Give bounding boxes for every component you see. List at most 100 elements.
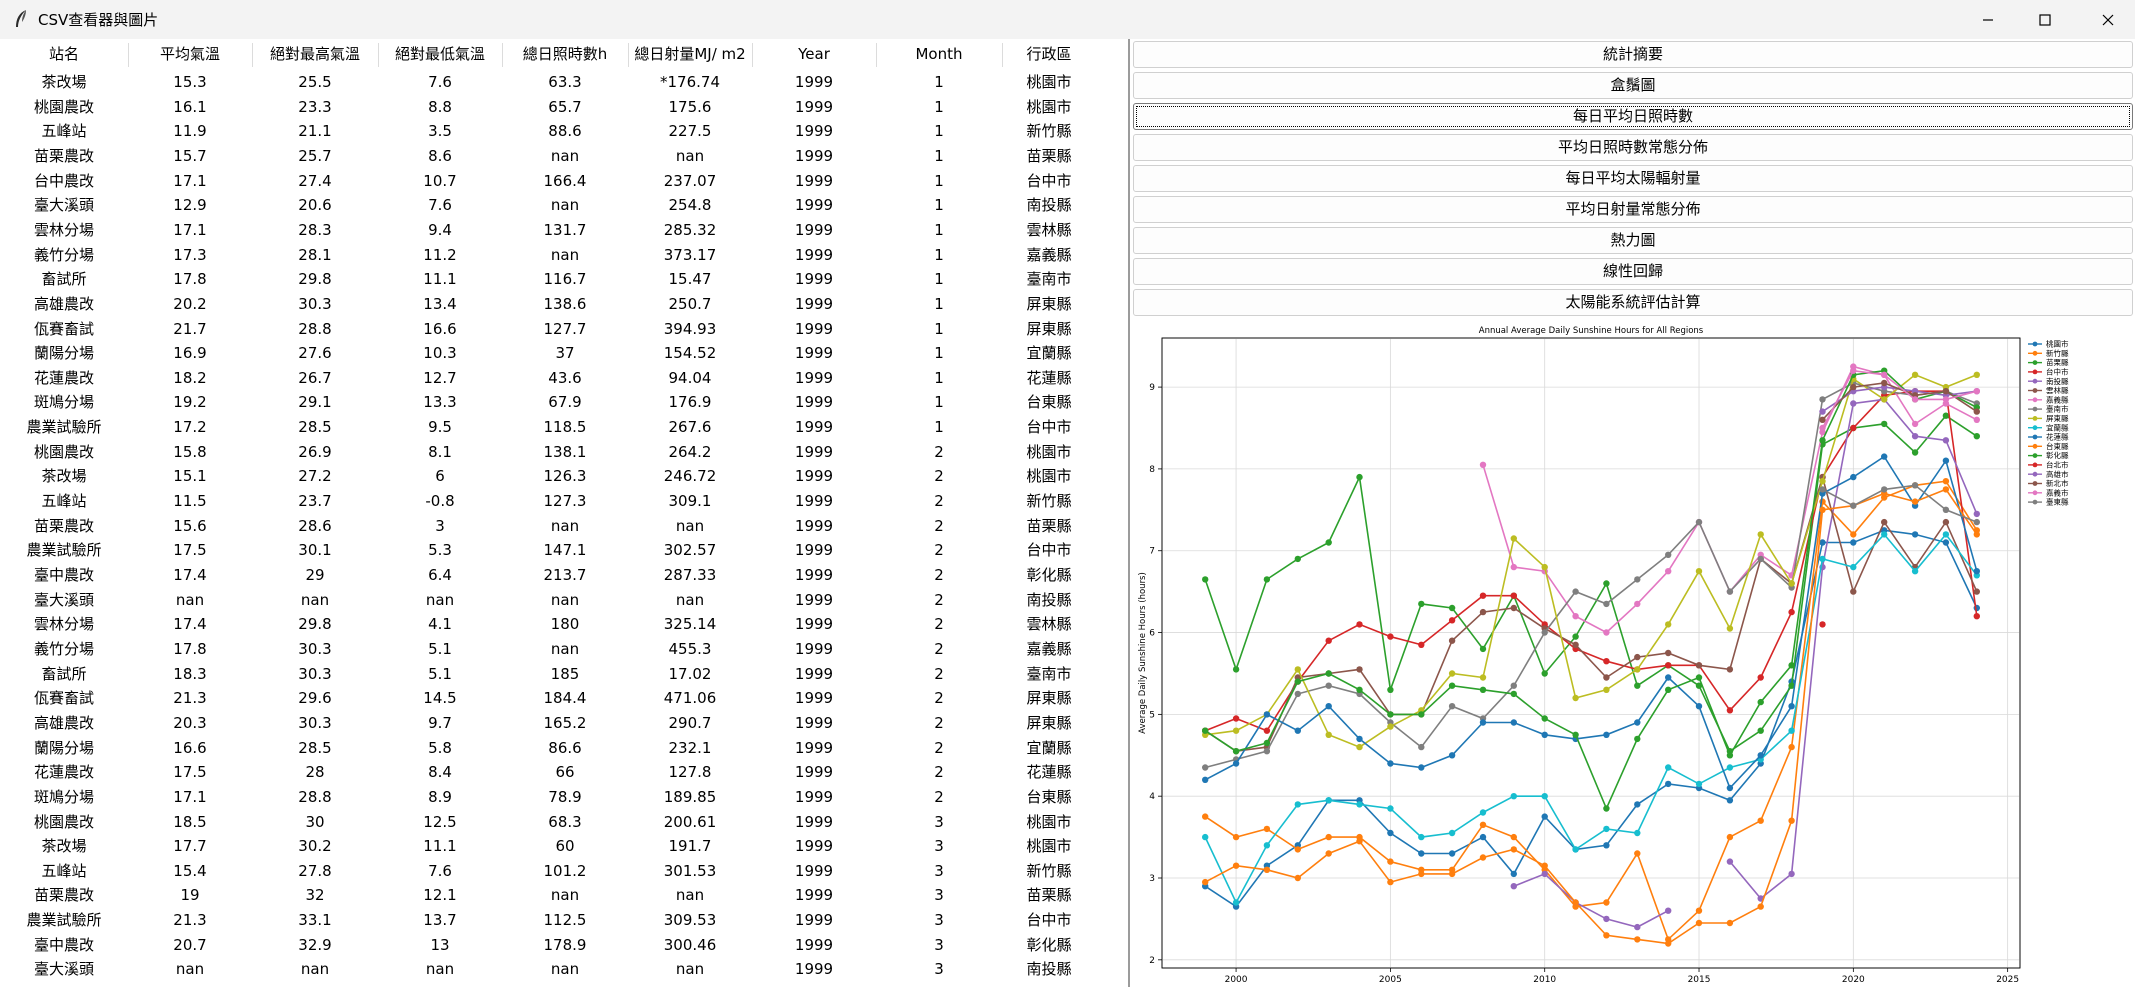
table-cell: 28.6 [298, 516, 332, 535]
table-row[interactable]: 桃園農改 18.5 30 12.5 68.3 200.61 1999 3 桃園市 [0, 810, 1096, 835]
table-row[interactable]: 臺中農改 20.7 32.9 13 178.9 300.46 1999 3 彰化縣 [0, 933, 1096, 958]
radiation-dist-button[interactable]: 平均日射量常態分佈 [1133, 196, 2133, 223]
solar-calc-button[interactable]: 太陽能系統評估計算 [1133, 289, 2133, 316]
table-row[interactable]: 蘭陽分場 16.9 27.6 10.3 37 154.52 1999 1 宜蘭縣 [0, 341, 1096, 366]
column-header[interactable]: Month [915, 45, 963, 63]
table-row[interactable]: 義竹分場 17.3 28.1 11.2 nan 373.17 1999 1 嘉義縣 [0, 243, 1096, 268]
table-row[interactable]: 農業試驗所 17.5 30.1 5.3 147.1 302.57 1999 2 台中市 [0, 538, 1096, 563]
table-row[interactable]: 雲林分場 17.4 29.8 4.1 180 325.14 1999 2 雲林縣 [0, 612, 1096, 637]
data-point [1819, 396, 1826, 403]
pane-divider[interactable] [1128, 39, 1130, 987]
table-row[interactable]: 畜試所 18.3 30.3 5.1 185 17.02 1999 2 臺南市 [0, 662, 1096, 687]
table-cell: 285.32 [663, 220, 717, 239]
data-point [1757, 752, 1764, 759]
table-row[interactable]: 雲林分場 17.1 28.3 9.4 131.7 285.32 1999 1 雲林縣 [0, 218, 1096, 243]
column-separator[interactable] [752, 43, 753, 67]
table-row[interactable]: 高雄農改 20.2 30.3 13.4 138.6 250.7 1999 1 屏東縣 [0, 292, 1096, 317]
column-separator[interactable] [378, 43, 379, 67]
table-row[interactable]: 蘭陽分場 16.6 28.5 5.8 86.6 232.1 1999 2 宜蘭縣 [0, 736, 1096, 761]
table-row[interactable]: 斑鳩分場 17.1 28.8 8.9 78.9 189.85 1999 2 台東縣 [0, 785, 1096, 810]
table-row[interactable]: 臺中農改 17.4 29 6.4 213.7 287.33 1999 2 彰化縣 [0, 563, 1096, 588]
table-cell: 17.1 [173, 787, 207, 806]
column-header[interactable]: Year [798, 45, 830, 63]
column-header[interactable]: 站名 [48, 45, 79, 63]
table-row[interactable]: 茶改場 15.1 27.2 6 126.3 246.72 1999 2 桃園市 [0, 464, 1096, 489]
table-row[interactable]: 斑鳩分場 19.2 29.1 13.3 67.9 176.9 1999 1 台東縣 [0, 390, 1096, 415]
column-separator[interactable] [252, 43, 253, 67]
table-cell: 1999 [794, 861, 834, 880]
minimize-button[interactable] [1965, 0, 2011, 39]
data-point [1479, 461, 1487, 468]
boxplot-button[interactable]: 盒鬚圖 [1133, 72, 2133, 99]
table-cell: nan [675, 886, 705, 905]
table-row[interactable]: 苗栗農改 15.7 25.7 8.6 nan nan 1999 1 苗栗縣 [0, 144, 1096, 169]
data-point [1973, 408, 1980, 415]
table-header[interactable]: 站名 平均氣溫 絕對最高氣溫 絕對最低氣溫 總日照時數h 總日射量MJ/ m2 Year Mo… [0, 39, 1096, 64]
table-cell: 17.5 [173, 763, 207, 782]
data-point [1973, 518, 1980, 526]
table-row[interactable]: 桃園農改 15.8 26.9 8.1 138.1 264.2 1999 2 桃園市 [0, 440, 1096, 465]
table-row[interactable]: 花蓮農改 17.5 28 8.4 66 127.8 1999 2 花蓮縣 [0, 760, 1096, 785]
daily-sunshine-button[interactable]: 每日平均日照時數 [1133, 103, 2133, 130]
data-point [1695, 518, 1703, 526]
csv-table[interactable]: 站名 平均氣溫 絕對最高氣溫 絕對最低氣溫 總日照時數h 總日射量MJ/ m2 Year Mo… [0, 39, 1128, 987]
data-point [1479, 686, 1487, 693]
table-cell: 2 [934, 442, 944, 461]
data-point [1911, 568, 1919, 575]
table-row[interactable]: 義竹分場 17.8 30.3 5.1 nan 455.3 1999 2 嘉義縣 [0, 637, 1096, 662]
table-row[interactable]: 農業試驗所 17.2 28.5 9.5 118.5 267.6 1999 1 台中市 [0, 415, 1096, 440]
table-row[interactable]: 臺大溪頭 nan nan nan nan nan 1999 3 南投縣 [0, 957, 1096, 982]
column-separator[interactable] [876, 43, 877, 67]
column-header[interactable]: 總日射量MJ/ m2 [634, 45, 746, 63]
column-separator[interactable] [502, 43, 503, 67]
table-row[interactable]: 五峰站 15.4 27.8 7.6 101.2 301.53 1999 3 新竹縣 [0, 859, 1096, 884]
heatmap-button[interactable]: 熱力圖 [1133, 227, 2133, 254]
table-cell: 302.57 [663, 541, 717, 560]
table-cell: 126.3 [543, 467, 587, 486]
sunshine-dist-button[interactable]: 平均日照時數常態分佈 [1133, 134, 2133, 161]
column-separator[interactable] [128, 43, 129, 67]
summary-button[interactable]: 統計摘要 [1133, 41, 2133, 68]
column-separator[interactable] [1002, 43, 1003, 67]
table-row[interactable]: 臺大溪頭 nan nan nan nan nan 1999 2 南投縣 [0, 588, 1096, 613]
legend-marker [2032, 406, 2038, 412]
column-header[interactable]: 絕對最低氣溫 [394, 45, 485, 63]
table-row[interactable]: 佤賽畜試 21.7 28.8 16.6 127.7 394.93 1999 1 屏東縣 [0, 317, 1096, 342]
column-header[interactable]: 行政區 [1026, 45, 1072, 63]
legend-label: 花蓮縣 [2046, 432, 2069, 442]
table-row[interactable]: 茶改場 17.7 30.2 11.1 60 191.7 1999 3 桃園市 [0, 834, 1096, 859]
table-row[interactable]: 苗栗農改 19 32 12.1 nan nan 1999 3 苗栗縣 [0, 883, 1096, 908]
table-cell: 101.2 [543, 861, 587, 880]
regression-button[interactable]: 線性回歸 [1133, 258, 2133, 285]
data-point [1634, 682, 1641, 689]
column-header[interactable]: 平均氣溫 [159, 45, 220, 63]
table-row[interactable]: 苗栗農改 15.6 28.6 3 nan nan 1999 2 苗栗縣 [0, 514, 1096, 539]
column-header[interactable]: 絕對最高氣溫 [269, 45, 360, 63]
daily-radiation-button[interactable]: 每日平均太陽輻射量 [1133, 165, 2133, 192]
table-row[interactable]: 農業試驗所 21.3 33.1 13.7 112.5 309.53 1999 3 台中市 [0, 908, 1096, 933]
table-row[interactable]: 台中農改 17.1 27.4 10.7 166.4 237.07 1999 1 台中市 [0, 169, 1096, 194]
close-button[interactable] [2085, 0, 2131, 39]
table-row[interactable]: 五峰站 11.9 21.1 3.5 88.6 227.5 1999 1 新竹縣 [0, 119, 1096, 144]
table-row[interactable]: 高雄農改 20.3 30.3 9.7 165.2 290.7 1999 2 屏東縣 [0, 711, 1096, 736]
data-point [1448, 670, 1456, 677]
data-point [1448, 617, 1456, 624]
maximize-button[interactable] [2022, 0, 2068, 39]
table-row[interactable]: 花蓮農改 18.2 26.7 12.7 43.6 94.04 1999 1 花蓮縣 [0, 366, 1096, 391]
table-cell: 屏東縣 [1026, 689, 1072, 708]
table-row[interactable]: 桃園農改 16.1 23.3 8.8 65.7 175.6 1999 1 桃園市 [0, 95, 1096, 120]
data-point [1387, 829, 1394, 837]
table-row[interactable]: 五峰站 11.5 23.7 -0.8 127.3 309.1 1999 2 新竹縣 [0, 489, 1096, 514]
table-cell: nan [550, 516, 580, 535]
data-point [1448, 637, 1456, 644]
table-row[interactable]: 茶改場 15.3 25.5 7.6 63.3 *176.74 1999 1 桃園市 [0, 70, 1096, 95]
column-separator[interactable] [628, 43, 629, 67]
table-row[interactable]: 臺大溪頭 12.9 20.6 7.6 nan 254.8 1999 1 南投縣 [0, 193, 1096, 218]
table-cell: 67.9 [548, 393, 582, 412]
table-row[interactable]: 佤賽畜試 21.3 29.6 14.5 184.4 471.06 1999 2 屏東縣 [0, 686, 1096, 711]
table-row[interactable]: 畜試所 17.8 29.8 11.1 116.7 15.47 1999 1 臺南市 [0, 267, 1096, 292]
sunshine-chart: 2000 2005 2010 2015 2020 2025 2 3 4 5 6 7 8 9 Annual A… [1133, 318, 2133, 991]
column-header[interactable]: 總日照時數h [522, 45, 608, 63]
table-cell: 1999 [794, 294, 834, 313]
table-cell: 桃園市 [1026, 442, 1072, 461]
